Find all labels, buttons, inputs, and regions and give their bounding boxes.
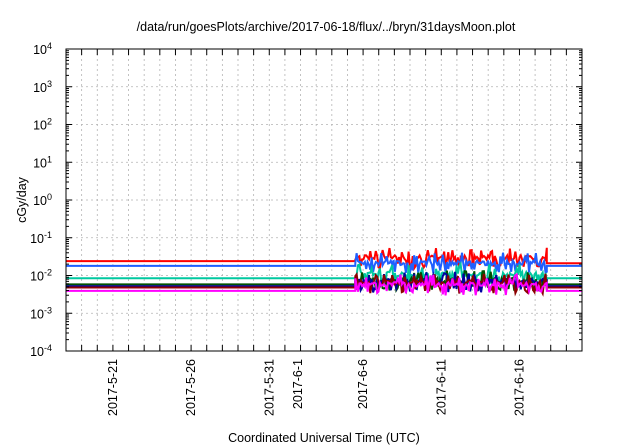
series-line-7 bbox=[66, 272, 582, 296]
x-tick-label: 2017-6-11 bbox=[434, 359, 448, 415]
y-tick-label: 10-2 bbox=[30, 268, 52, 284]
plot-frame bbox=[65, 48, 583, 352]
y-axis-label: cGy/day bbox=[15, 176, 29, 223]
grid bbox=[66, 49, 582, 351]
x-tick-label: 2017-5-21 bbox=[106, 359, 120, 416]
y-tick-label: 102 bbox=[33, 117, 52, 133]
y-tick-label: 10-4 bbox=[30, 343, 52, 359]
y-tick-label: 100 bbox=[33, 192, 52, 208]
x-tick-label: 2017-6-16 bbox=[512, 359, 526, 416]
y-tick-label: 10-1 bbox=[30, 230, 52, 246]
y-tick-label: 103 bbox=[33, 79, 52, 95]
x-axis-ticks: 2017-5-21 2017-5-26 2017-5-31 2017-6-1 2017-… bbox=[81, 49, 567, 416]
x-tick-label: 2017-5-31 bbox=[262, 359, 276, 416]
x-axis-label: Coordinated Universal Time (UTC) bbox=[228, 431, 420, 445]
y-tick-label: 10-3 bbox=[30, 305, 52, 321]
x-tick-label: 2017-6-1 bbox=[291, 359, 305, 409]
chart-title: /data/run/goesPlots/archive/2017-06-18/f… bbox=[137, 20, 516, 34]
x-tick-label: 2017-6-6 bbox=[356, 359, 370, 409]
series-lines bbox=[66, 247, 582, 297]
series-line-2 bbox=[66, 252, 582, 276]
y-tick-label: 101 bbox=[33, 154, 52, 170]
y-tick-label: 104 bbox=[33, 41, 52, 57]
x-tick-label: 2017-5-26 bbox=[184, 359, 198, 416]
